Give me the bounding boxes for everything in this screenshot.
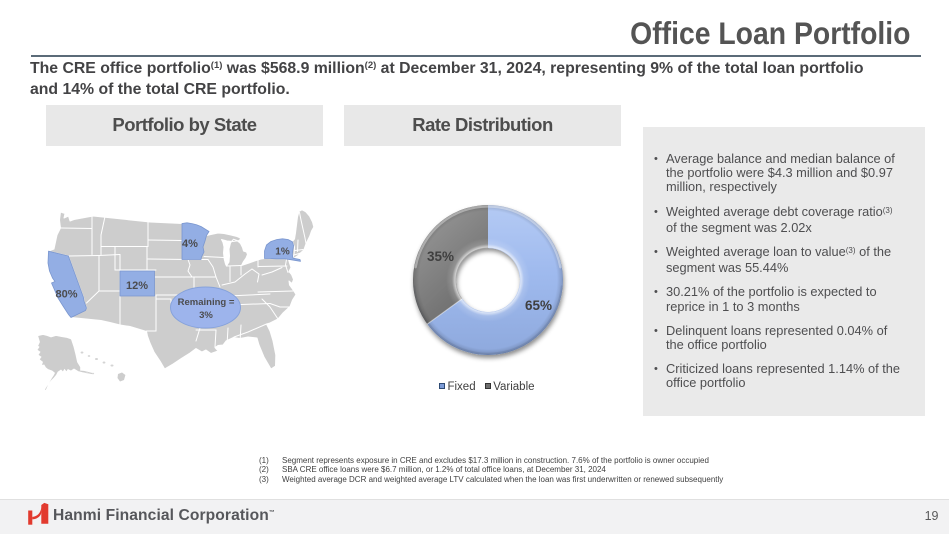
- svg-text:1%: 1%: [275, 247, 290, 258]
- svg-text:4%: 4%: [182, 238, 198, 250]
- svg-text:12%: 12%: [126, 280, 148, 292]
- svg-text:80%: 80%: [55, 289, 77, 301]
